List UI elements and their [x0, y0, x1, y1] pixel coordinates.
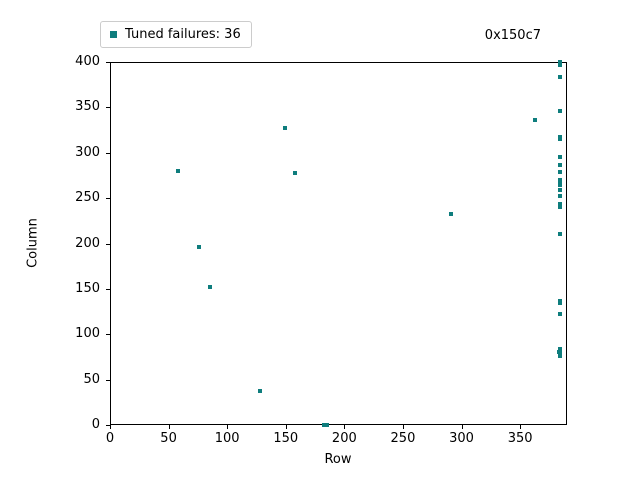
- plot-area: [110, 62, 567, 425]
- scatter-point: [557, 232, 562, 237]
- scatter-point: [557, 155, 562, 160]
- scatter-point: [557, 298, 562, 303]
- scatter-point: [557, 109, 562, 113]
- scatter-point: [557, 162, 562, 167]
- y-tick-label: 0: [91, 417, 100, 432]
- scatter-point: [557, 180, 562, 185]
- x-tick-mark: [520, 425, 522, 429]
- y-tick-mark: [106, 288, 110, 290]
- scatter-point: [557, 312, 562, 317]
- y-tick-mark: [106, 198, 110, 200]
- scatter-point: [282, 126, 287, 131]
- y-tick-mark: [106, 107, 110, 109]
- x-tick-mark: [461, 425, 463, 429]
- x-tick-label: 50: [160, 431, 177, 446]
- scatter-point: [557, 137, 562, 142]
- scatter-point: [557, 60, 562, 64]
- y-tick-mark: [106, 334, 110, 336]
- y-tick-label: 100: [75, 326, 100, 342]
- x-tick-label: 150: [273, 431, 299, 446]
- scatter-point: [557, 177, 562, 182]
- scatter-point: [533, 118, 538, 123]
- y-axis-label: Column: [25, 218, 41, 268]
- y-tick-label: 150: [75, 280, 100, 296]
- scatter-point: [197, 245, 202, 250]
- scatter-point: [557, 169, 562, 174]
- x-tick-mark: [285, 425, 287, 429]
- x-tick-label: 350: [507, 431, 533, 446]
- y-tick-mark: [106, 152, 110, 154]
- scatter-point: [557, 183, 562, 188]
- scatter-point: [557, 301, 562, 306]
- x-tick-label: 250: [390, 431, 416, 446]
- x-tick-mark: [110, 425, 111, 429]
- x-tick-mark: [402, 425, 404, 429]
- x-tick-label: 200: [331, 431, 357, 446]
- x-tick-mark: [168, 425, 170, 429]
- scatter-point: [557, 354, 562, 359]
- scatter-point: [207, 285, 212, 290]
- x-axis-label: Row: [324, 452, 352, 467]
- x-tick-label: 100: [214, 431, 240, 446]
- scatter-point: [557, 194, 562, 199]
- legend-marker-icon: [110, 31, 117, 38]
- scatter-point: [293, 170, 298, 175]
- y-tick-label: 300: [75, 144, 100, 160]
- scatter-point: [557, 201, 562, 206]
- y-tick-label: 200: [75, 235, 100, 251]
- y-tick-mark: [106, 62, 110, 63]
- x-tick-mark: [344, 425, 346, 429]
- scatter-point: [322, 423, 327, 427]
- corner-annotation: 0x150c7: [484, 28, 541, 43]
- scatter-point: [557, 187, 562, 192]
- y-tick-mark: [106, 379, 110, 381]
- scatter-point: [557, 205, 562, 210]
- y-tick-label: 350: [75, 99, 100, 115]
- legend: Tuned failures: 36: [100, 21, 252, 48]
- y-tick-mark: [106, 243, 110, 245]
- scatter-point: [557, 62, 562, 67]
- scatter-point: [448, 211, 453, 216]
- legend-label: Tuned failures: 36: [125, 27, 241, 42]
- x-tick-mark: [227, 425, 229, 429]
- y-tick-mark: [106, 425, 110, 426]
- y-tick-label: 50: [83, 371, 100, 387]
- scatter-point: [257, 389, 262, 394]
- x-tick-label: 0: [105, 431, 115, 446]
- x-tick-label: 300: [449, 431, 474, 446]
- y-tick-label: 250: [75, 190, 100, 206]
- y-tick-label: 400: [75, 54, 100, 69]
- scatter-point: [175, 168, 180, 173]
- scatter-point: [557, 74, 562, 79]
- scatter-point: [324, 423, 329, 427]
